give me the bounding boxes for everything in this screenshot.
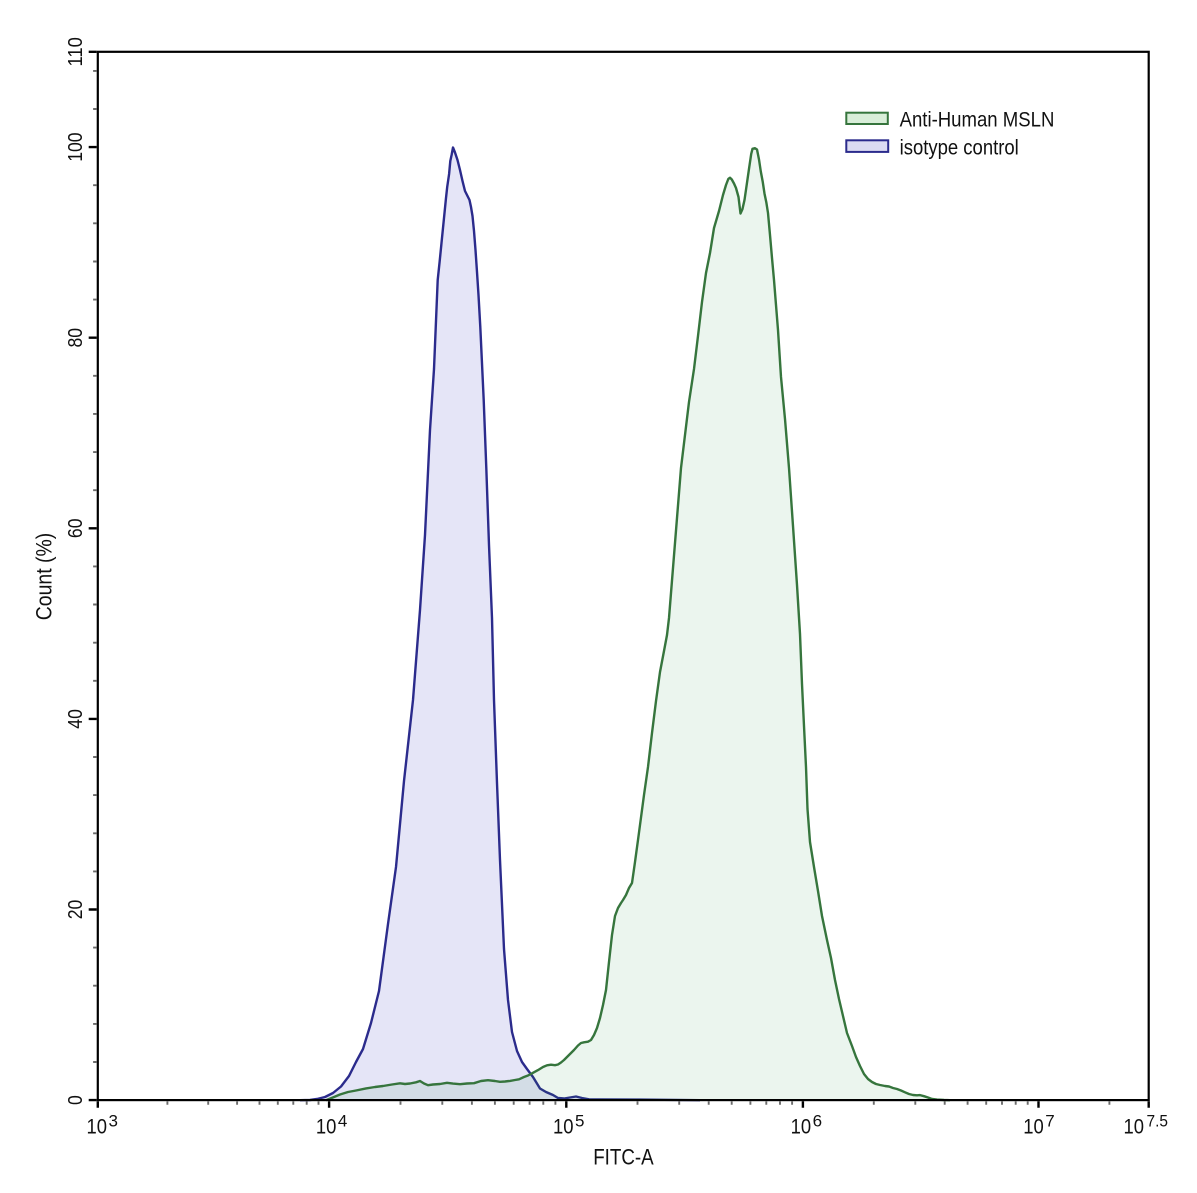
svg-text:6: 6 — [813, 1112, 822, 1131]
svg-text:10: 10 — [1023, 1116, 1043, 1139]
svg-text:10: 10 — [316, 1116, 337, 1139]
svg-text:Count (%): Count (%) — [32, 533, 57, 621]
svg-text:60: 60 — [65, 519, 87, 539]
svg-text:0: 0 — [65, 1095, 87, 1105]
svg-text:80: 80 — [65, 328, 87, 348]
svg-text:FITC-A: FITC-A — [593, 1145, 654, 1170]
svg-text:100: 100 — [65, 132, 87, 161]
svg-text:Anti-Human MSLN: Anti-Human MSLN — [900, 108, 1055, 132]
svg-text:4: 4 — [338, 1112, 347, 1131]
svg-text:40: 40 — [65, 709, 87, 729]
svg-text:7: 7 — [1045, 1112, 1054, 1131]
svg-text:3: 3 — [109, 1112, 118, 1131]
svg-text:110: 110 — [65, 37, 87, 66]
svg-text:7.5: 7.5 — [1147, 1112, 1169, 1131]
svg-text:10: 10 — [791, 1116, 812, 1139]
svg-text:isotype control: isotype control — [900, 136, 1019, 160]
svg-text:20: 20 — [65, 900, 87, 920]
svg-text:5: 5 — [575, 1112, 584, 1131]
svg-text:10: 10 — [1124, 1116, 1145, 1139]
svg-text:10: 10 — [87, 1116, 108, 1139]
svg-text:10: 10 — [553, 1116, 574, 1139]
